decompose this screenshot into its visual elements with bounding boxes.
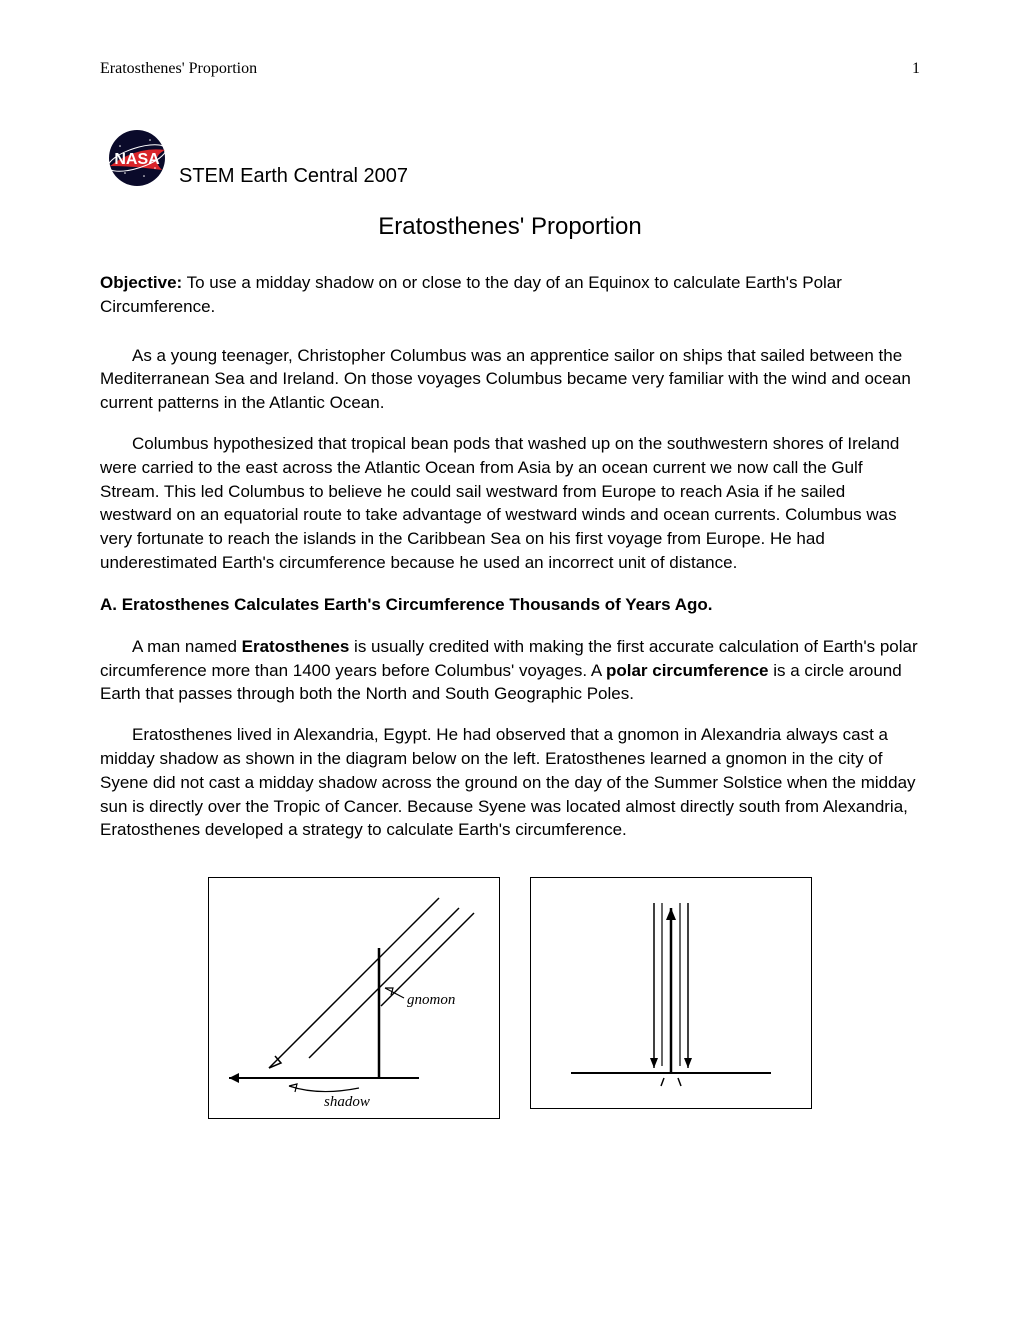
objective-label: Objective:: [100, 273, 182, 292]
nasa-logo-icon: NASA: [100, 128, 175, 188]
objective: Objective: To use a midday shadow on or …: [100, 271, 920, 319]
section-a-heading: A. Eratosthenes Calculates Earth's Circu…: [100, 595, 920, 615]
logo-title-row: NASA STEM Earth Central 2007: [100, 128, 920, 188]
running-head-text: Eratosthenes' Proportion: [100, 60, 257, 78]
paragraph-4: Eratosthenes lived in Alexandria, Egypt.…: [100, 723, 920, 842]
objective-text: To use a midday shadow on or close to th…: [100, 273, 842, 316]
diagram-syene: [530, 877, 812, 1109]
page-number: 1: [912, 60, 920, 78]
gnomon-label: gnomon: [407, 992, 455, 1008]
running-header: Eratosthenes' Proportion 1: [100, 60, 920, 78]
paragraph-3: A man named Eratosthenes is usually cred…: [100, 635, 920, 706]
para3-bold-eratosthenes: Eratosthenes: [242, 637, 350, 656]
para3-bold-polar: polar circumference: [606, 661, 769, 680]
paragraph-2: Columbus hypothesized that tropical bean…: [100, 432, 920, 575]
para3-pre: A man named: [132, 637, 242, 656]
diagram-row: gnomon shadow: [100, 877, 920, 1119]
main-title: Eratosthenes' Proportion: [100, 213, 920, 241]
paragraph-1: As a young teenager, Christopher Columbu…: [100, 344, 920, 415]
nasa-logo-text: NASA: [114, 151, 160, 168]
program-title: STEM Earth Central 2007: [179, 165, 408, 188]
diagram-alexandria: gnomon shadow: [208, 877, 500, 1119]
shadow-label: shadow: [324, 1094, 370, 1110]
